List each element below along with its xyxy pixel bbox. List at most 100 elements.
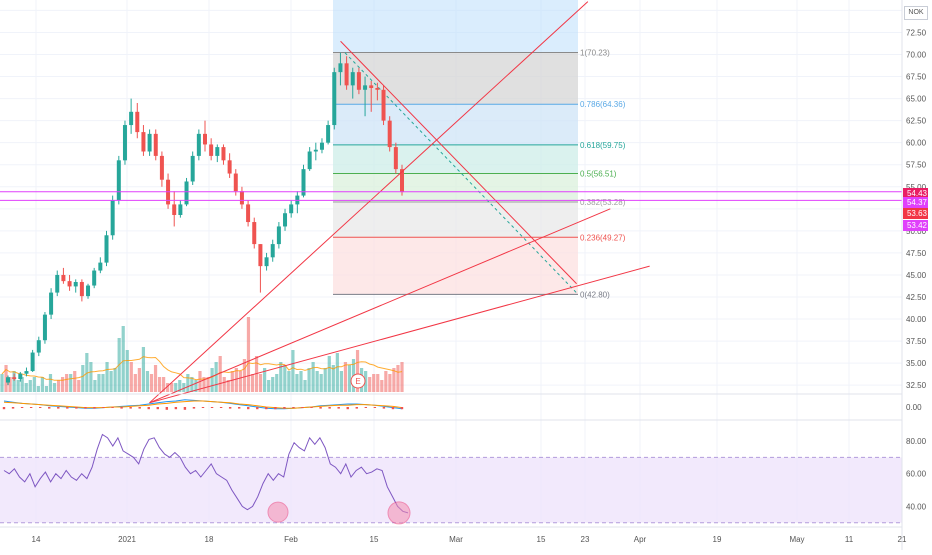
volume-bar: [206, 377, 210, 392]
volume-bar: [275, 374, 279, 392]
volume-bar: [65, 374, 69, 392]
volume-bar: [133, 374, 137, 392]
candle-body: [276, 226, 281, 245]
candle-body: [319, 142, 324, 150]
macd-histogram-bar: [129, 407, 132, 409]
y-tick-label: 60.00: [906, 139, 927, 148]
volume-bar: [384, 371, 388, 392]
volume-bar: [178, 380, 182, 392]
volume-bar: [279, 362, 283, 392]
x-tick-label: 18: [205, 535, 214, 544]
volume-bar: [182, 383, 186, 392]
volume-bar: [52, 383, 57, 392]
volume-bar: [109, 371, 113, 392]
earnings-marker[interactable]: E: [350, 373, 366, 389]
macd-histogram-bar: [29, 407, 33, 408]
volume-bar: [12, 371, 16, 392]
volume-bar: [307, 368, 311, 392]
macd-histogram-bar: [364, 407, 368, 408]
candle-body: [98, 262, 103, 271]
candle-body: [122, 125, 127, 161]
volume-bar: [77, 380, 81, 392]
volume-bar: [81, 365, 85, 392]
candle-body: [196, 133, 201, 156]
candle-body: [42, 314, 47, 341]
macd-histogram-bar: [165, 407, 169, 410]
candle-body: [258, 244, 263, 267]
macd-histogram-bar: [138, 407, 141, 409]
candle-body: [178, 204, 183, 215]
volume-bar: [8, 377, 12, 392]
y-tick-label: 40.00: [906, 315, 927, 324]
macd-histogram-bar: [66, 407, 69, 409]
candle-body: [338, 63, 343, 73]
macd-histogram-bar: [382, 407, 386, 409]
volume-bar: [295, 374, 299, 392]
trendline: [149, 265, 650, 404]
volume-moving-average: [1, 356, 403, 381]
fib-level-label: 0(42.80): [580, 290, 610, 299]
x-tick-label: Mar: [449, 535, 463, 544]
volume-bar: [48, 374, 53, 392]
currency-label[interactable]: NOK: [904, 6, 928, 20]
macd-histogram-bar: [400, 407, 404, 410]
candle-body: [344, 63, 349, 86]
macd-histogram-bar: [38, 407, 42, 408]
x-tick-label: 11: [845, 535, 854, 544]
macd-histogram-bar: [319, 407, 322, 409]
y-tick-label: 42.50: [906, 293, 927, 302]
candle-body: [135, 111, 140, 133]
macd-histogram-bar: [57, 407, 60, 409]
macd-histogram-bar: [283, 407, 286, 409]
y-tick-label: 47.50: [906, 249, 927, 258]
volume-bar: [20, 377, 24, 392]
volume-bar: [121, 326, 125, 392]
macd-histogram-bar: [48, 407, 51, 409]
candle-body: [110, 200, 115, 236]
volume-bar: [283, 365, 287, 392]
candle-body: [203, 133, 207, 145]
macd-histogram-bar: [328, 407, 331, 409]
y-tick-label: 50.00: [906, 227, 927, 236]
horizontal-price-lines[interactable]: [0, 191, 902, 201]
macd-histogram-bar: [111, 407, 114, 408]
volume-bar: [396, 365, 400, 392]
candle-body: [264, 257, 269, 267]
candle-body: [12, 377, 17, 380]
macd-histogram-bar: [292, 407, 295, 408]
macd-histogram-bar: [391, 407, 395, 410]
y-tick-label: 62.50: [906, 117, 927, 126]
candle-body: [104, 235, 109, 263]
x-tick-label: 19: [713, 535, 722, 544]
volume-bar: [287, 371, 291, 392]
candle-body: [301, 169, 306, 196]
fib-zone: [333, 173, 578, 202]
macd-histogram-bar: [210, 407, 214, 408]
fib-zone: [333, 104, 578, 145]
price-tag: 53.42: [903, 220, 928, 231]
rsi-band: [0, 457, 902, 523]
volume-bar: [291, 350, 295, 392]
candle-body: [86, 285, 91, 297]
trendlines[interactable]: [149, 1, 650, 404]
macd-line-1: [3, 400, 403, 409]
candle-body: [393, 147, 398, 170]
candle-body: [215, 147, 220, 156]
volume-bar: [40, 377, 45, 392]
volume-bar: [372, 374, 376, 392]
y-tick-label: 67.50: [906, 73, 927, 82]
candle-body: [79, 282, 84, 297]
macd-histogram-bar: [93, 407, 96, 409]
fibonacci-retracement[interactable]: 1(70.23) 0.786(64.36) 0.618(59.75) 0.5(56.5…: [333, 0, 626, 299]
macd-histogram-bar: [346, 407, 349, 410]
macd-histogram-bar: [20, 407, 24, 408]
macd-histogram-bar: [192, 407, 196, 409]
rsi-highlight-circle: [267, 501, 289, 523]
candle-body: [172, 204, 177, 215]
trendline: [149, 208, 611, 404]
macd-histogram-bar: [256, 407, 259, 410]
volume-bar: [44, 386, 49, 392]
volume-bar: [24, 383, 28, 392]
